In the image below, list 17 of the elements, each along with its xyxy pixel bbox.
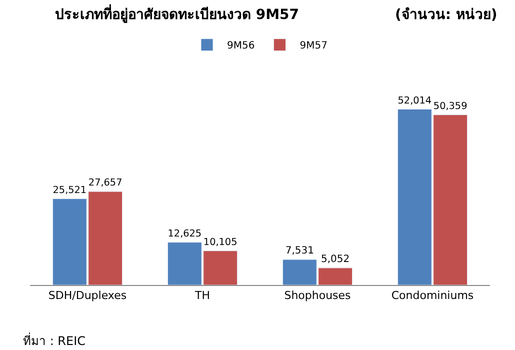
chart-subtitle: (จำนวน: หน่วย) bbox=[395, 7, 498, 23]
data-label: 7,531 bbox=[285, 246, 314, 257]
text: ที่มา : REIC bbox=[23, 332, 86, 348]
legend-label: 9M56 bbox=[227, 40, 255, 52]
x-tick-label: TH bbox=[194, 289, 210, 302]
x-tick-label: SDH/Duplexes bbox=[48, 289, 127, 302]
x-tick-label: Condominiums bbox=[391, 289, 474, 302]
legend-label: 9M57 bbox=[300, 40, 328, 52]
data-label: 5,052 bbox=[321, 254, 350, 265]
chart-title: ประเภทที่อยู่อาศัยจดทะเบียนงวด 9M57 bbox=[55, 4, 300, 23]
data-label: 52,014 bbox=[398, 95, 432, 106]
data-label: 10,105 bbox=[203, 236, 238, 248]
data-label: 12,625 bbox=[168, 228, 202, 240]
data-label: 25,521 bbox=[52, 184, 87, 196]
data-label: 50,359 bbox=[433, 100, 468, 112]
x-tick-label: Shophouses bbox=[284, 289, 352, 302]
data-label: 27,657 bbox=[88, 178, 122, 189]
